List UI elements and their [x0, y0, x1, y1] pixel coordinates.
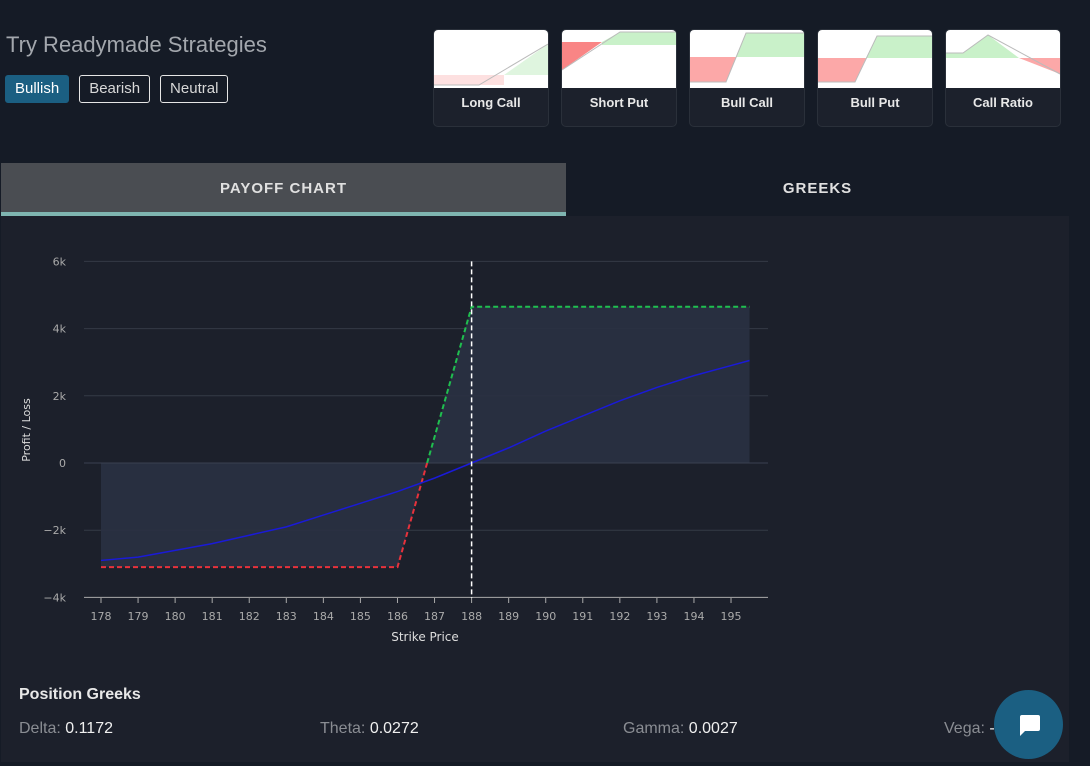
filter-bullish[interactable]: Bullish [5, 75, 70, 103]
position-greeks-title: Position Greeks [19, 686, 141, 703]
y-tick-label: 4k [53, 323, 67, 336]
y-tick-label: −4k [43, 591, 66, 604]
x-tick-label: 183 [276, 610, 297, 623]
x-tick-label: 194 [683, 610, 704, 623]
strategy-long-call[interactable]: Long Call [433, 29, 549, 127]
y-tick-label: 6k [53, 255, 67, 268]
page-title: Try Readymade Strategies [6, 32, 267, 57]
x-tick-label: 189 [498, 610, 519, 623]
tab-payoff-chart[interactable]: PAYOFF CHART [1, 163, 566, 216]
y-tick-label: 2k [53, 390, 67, 403]
current-payoff-line [100, 359, 750, 562]
y-tick-label: −2k [43, 524, 66, 537]
x-tick-label: 182 [239, 610, 260, 623]
x-tick-label: 181 [202, 610, 223, 623]
y-tick-label: 0 [59, 457, 66, 470]
short-put-thumbnail [562, 30, 676, 88]
call-ratio-thumbnail [946, 30, 1060, 88]
x-tick-label: 185 [350, 610, 371, 623]
y-axis-title: Profit / Loss [20, 398, 33, 462]
greek-gamma: Gamma: 0.0027 [623, 720, 738, 737]
expiry-payoff-profit-line [426, 305, 750, 464]
strategy-bull-put[interactable]: Bull Put [817, 29, 933, 127]
strategy-cards: Long Call Short Put Bull Call Bull Put C… [433, 29, 1061, 127]
x-tick-label: 191 [572, 610, 593, 623]
chart-tabs: PAYOFF CHART GREEKS [1, 163, 1069, 216]
filter-neutral[interactable]: Neutral [160, 75, 229, 103]
gamma-value: 0.0027 [688, 720, 738, 737]
chat-button[interactable] [994, 690, 1063, 759]
greek-delta: Delta: 0.1172 [19, 720, 113, 737]
vega-value: - [989, 720, 995, 737]
sentiment-filters: Bullish Bearish Neutral [5, 75, 229, 103]
x-tick-label: 190 [535, 610, 556, 623]
theta-value: 0.0272 [369, 720, 419, 737]
strategy-short-put[interactable]: Short Put [561, 29, 677, 127]
x-tick-label: 184 [313, 610, 334, 623]
x-tick-label: 195 [721, 610, 742, 623]
strategy-call-ratio[interactable]: Call Ratio [945, 29, 1061, 127]
x-tick-label: 178 [91, 610, 112, 623]
x-axis-title: Strike Price [391, 630, 459, 644]
greek-theta: Theta: 0.0272 [320, 720, 419, 737]
bull-put-thumbnail [818, 30, 932, 88]
chat-bubble-icon [1019, 714, 1040, 736]
payoff-area [101, 306, 750, 568]
long-call-thumbnail [434, 30, 548, 88]
x-tick-label: 193 [646, 610, 667, 623]
x-tick-label: 187 [424, 610, 445, 623]
x-tick-label: 192 [609, 610, 630, 623]
greek-vega: Vega: - [944, 720, 995, 737]
x-tick-label: 188 [461, 610, 482, 623]
expiry-payoff-loss-line [101, 462, 429, 569]
x-tick-label: 180 [165, 610, 186, 623]
strategy-bull-call[interactable]: Bull Call [689, 29, 805, 127]
delta-value: 0.1172 [65, 720, 113, 737]
tab-greeks[interactable]: GREEKS [566, 163, 1069, 216]
filter-bearish[interactable]: Bearish [79, 75, 151, 103]
bull-call-thumbnail [690, 30, 804, 88]
x-tick-label: 186 [387, 610, 408, 623]
x-tick-label: 179 [128, 610, 149, 623]
